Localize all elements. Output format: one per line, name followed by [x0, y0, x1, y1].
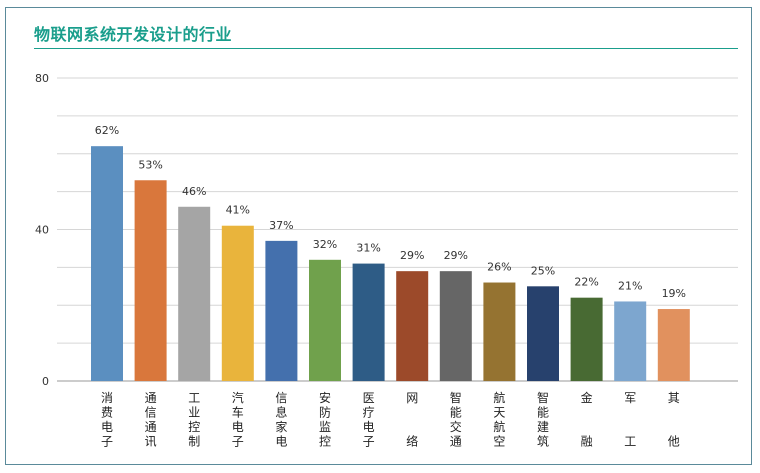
- bar: [483, 282, 516, 381]
- bar: [614, 301, 647, 381]
- bar: [309, 259, 341, 381]
- category-label: 其他: [668, 391, 680, 449]
- category-label: 消费电子: [101, 391, 113, 449]
- bar: [657, 309, 690, 381]
- chart-title: 物联网系统开发设计的行业: [34, 25, 233, 44]
- data-label: 26%: [487, 261, 511, 274]
- data-label: 53%: [138, 158, 162, 171]
- y-tick-label: 80: [35, 72, 49, 85]
- bar: [570, 297, 603, 381]
- bar: [265, 240, 298, 381]
- bar: [396, 271, 429, 381]
- category-label: 汽车电子: [232, 390, 244, 449]
- data-label: 29%: [444, 249, 468, 262]
- data-label: 62%: [95, 124, 119, 137]
- y-tick-label: 40: [35, 224, 49, 237]
- bar: [352, 263, 385, 381]
- bars: [91, 146, 690, 381]
- bar: [134, 180, 167, 381]
- data-label: 37%: [269, 219, 293, 232]
- category-label: 金融: [581, 390, 593, 449]
- data-label: 21%: [618, 279, 642, 292]
- category-label: 工业控制: [188, 391, 200, 449]
- data-label: 32%: [313, 238, 337, 251]
- chart-frame: [5, 7, 752, 465]
- category-label: 智能建筑: [537, 390, 549, 449]
- category-label: 医疗电子: [363, 391, 375, 449]
- data-label: 19%: [662, 287, 686, 300]
- category-label: 航天航空: [493, 390, 505, 449]
- category-label: 网络: [406, 391, 418, 449]
- data-label: 25%: [531, 264, 555, 277]
- title-underline: [34, 48, 738, 49]
- bar: [527, 286, 559, 381]
- data-label: 41%: [226, 204, 250, 217]
- y-tick-label: 0: [42, 375, 49, 388]
- data-label: 29%: [400, 249, 424, 262]
- category-label: 通信通讯: [145, 391, 157, 449]
- category-label: 军工: [624, 391, 636, 449]
- bar: [178, 206, 211, 381]
- category-labels: 消费电子 通信通讯 工业控制 汽车电子 信息家电 安防监控 医疗电子 网络 智能交通 航天航空 智能…: [101, 390, 680, 449]
- category-label: 智能交通: [450, 390, 462, 449]
- data-labels: 62% 53% 46% 41% 37% 32% 31% 29% 29% 26% 25% 22% 21% 1…: [95, 124, 686, 300]
- bar: [439, 271, 472, 381]
- data-label: 46%: [182, 185, 206, 198]
- y-axis: 0 40 80: [35, 72, 49, 388]
- gridlines: [57, 77, 738, 382]
- data-label: 22%: [574, 276, 598, 289]
- category-label: 安防监控: [319, 390, 331, 449]
- category-label: 信息家电: [275, 391, 287, 449]
- bar: [221, 225, 254, 381]
- bar: [91, 146, 123, 381]
- data-label: 31%: [356, 242, 380, 255]
